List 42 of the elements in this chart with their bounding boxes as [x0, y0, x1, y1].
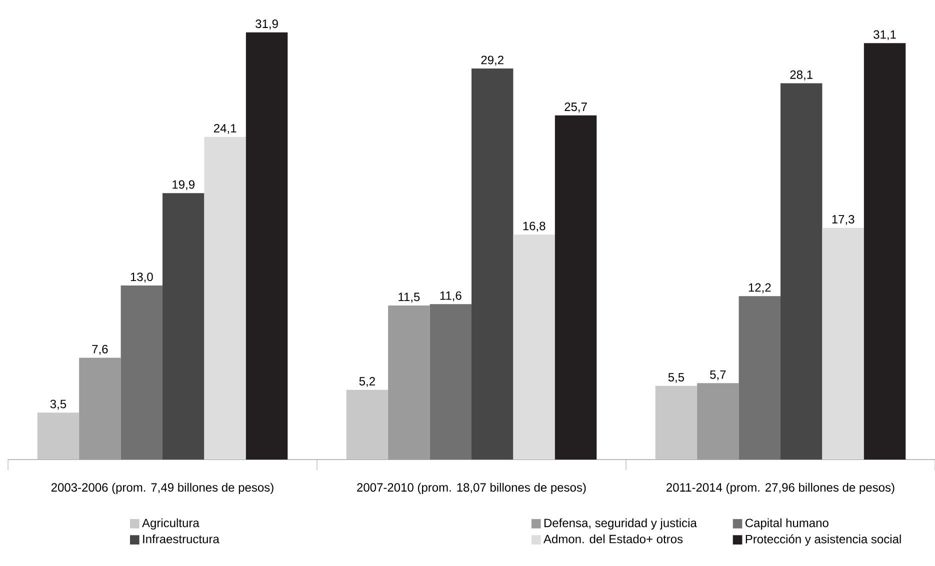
- bar: [346, 390, 388, 460]
- data-label: 5,2: [359, 376, 375, 387]
- data-label: 12,2: [748, 283, 771, 294]
- bar: [554, 115, 597, 460]
- data-label: 17,3: [832, 214, 854, 225]
- bar: [204, 136, 246, 460]
- bar: [513, 234, 555, 460]
- data-label: 25,7: [564, 102, 587, 112]
- bar: [655, 386, 698, 460]
- legend-label: Capital humano: [745, 518, 828, 530]
- data-label: 11,5: [398, 292, 420, 302]
- data-label: 31,9: [256, 19, 278, 30]
- data-label: 7,6: [92, 344, 108, 355]
- legend-label: Infraestructura: [143, 534, 220, 544]
- x-tick-label: 2003-2006 (prom. 7,49 billones de pesos): [51, 482, 274, 494]
- bar: [738, 296, 781, 460]
- x-tick-label: 2007-2010 (prom. 18,07 billones de pesos): [357, 482, 586, 494]
- data-label: 5,7: [710, 370, 726, 380]
- x-tick-label: 2011-2014 (prom. 27,96 billones de pesos): [666, 482, 894, 494]
- data-label: 24,1: [214, 124, 236, 134]
- bar: [246, 32, 288, 460]
- data-label: 31,1: [874, 30, 896, 40]
- data-label: 19,9: [172, 180, 194, 190]
- legend-label: Admon. del Estado+ otros: [544, 534, 683, 544]
- bar: [697, 383, 739, 460]
- legend-label: Defensa, seguridad y justicia: [544, 518, 697, 530]
- bar: [822, 228, 864, 460]
- data-label: 29,2: [481, 56, 504, 66]
- data-label: 3,5: [50, 400, 66, 410]
- data-label: 5,5: [668, 373, 684, 383]
- bar: [79, 358, 121, 460]
- data-label: 16,8: [523, 222, 546, 232]
- bar: [120, 285, 163, 460]
- data-label: 28,1: [790, 70, 812, 80]
- data-label: 11,6: [440, 291, 462, 302]
- bar: [864, 43, 906, 460]
- data-label: 13,0: [130, 272, 153, 282]
- bar: [430, 304, 472, 460]
- bar: [37, 412, 80, 460]
- legend-label: Protección y asistencia social: [746, 534, 901, 546]
- bar: [388, 305, 430, 460]
- legend-label: Agricultura: [142, 518, 200, 530]
